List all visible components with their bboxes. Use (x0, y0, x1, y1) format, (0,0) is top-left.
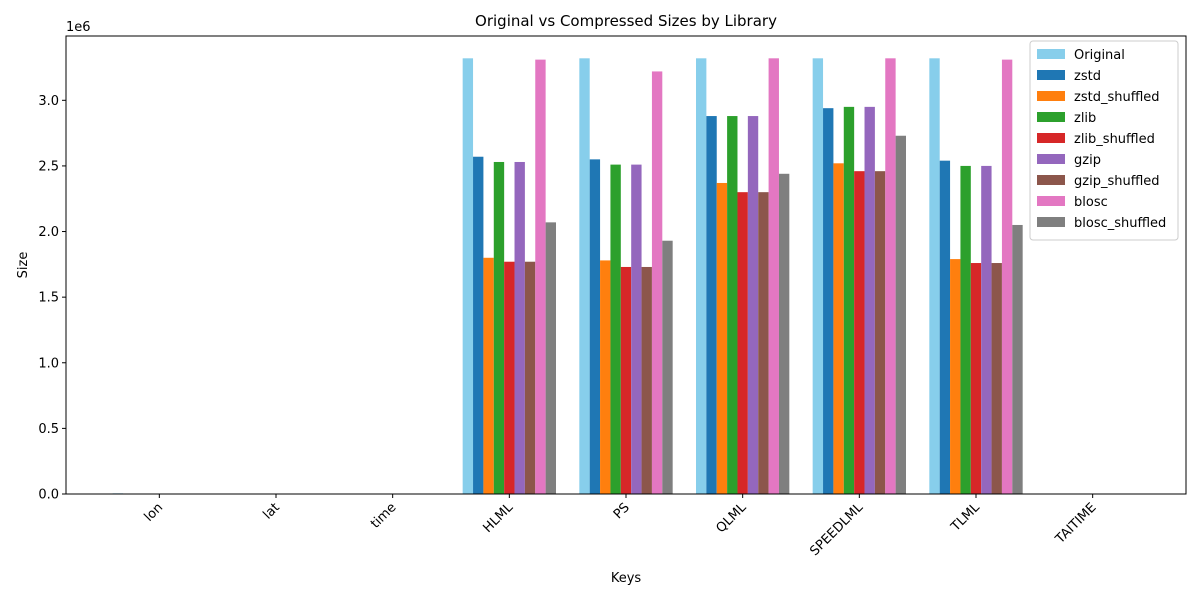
bar-zstd_shuffled-SPEEDLML (833, 163, 844, 495)
legend-swatch-zstd (1037, 70, 1065, 80)
bar-blosc_shuffled-TLML (1012, 224, 1023, 494)
y-tick-label: 0.5 (38, 422, 59, 437)
x-tick-label: lon (142, 500, 167, 525)
y-offset-label: 1e6 (66, 20, 91, 35)
legend-swatch-blosc (1037, 196, 1065, 206)
bar-Original-TLML (929, 58, 940, 495)
bar-gzip-SPEEDLML (864, 106, 875, 495)
legend-label: zlib (1074, 111, 1096, 126)
bar-blosc-SPEEDLML (885, 58, 896, 495)
bar-zstd_shuffled-QLML (716, 182, 728, 495)
bars-group (112, 58, 1023, 495)
legend-swatch-zstd_shuffled (1037, 91, 1065, 101)
legend-label: zlib_shuffled (1074, 132, 1155, 147)
legend-swatch-blosc_shuffled (1037, 217, 1065, 227)
x-tick-label: SPEEDLML (807, 500, 866, 559)
bar-zstd-PS (589, 159, 601, 495)
x-axis: lon lat time HLML PS QLML SPEEDLML TLML TAITIME (142, 494, 1099, 559)
legend-swatch-gzip (1037, 154, 1065, 164)
legend-label: zstd_shuffled (1074, 90, 1160, 105)
y-tick-label: 2.5 (38, 159, 59, 174)
bar-blosc-PS (651, 71, 663, 495)
y-axis-label: Size (16, 252, 31, 279)
legend-label: blosc (1074, 195, 1108, 210)
bar-zlib_shuffled-PS (620, 266, 632, 494)
bar-zlib-QLML (727, 116, 738, 495)
bar-blosc_shuffled-PS (662, 240, 673, 494)
bar-gzip_shuffled-TLML (991, 263, 1002, 494)
y-tick-label: 0.0 (38, 488, 59, 503)
bar-gzip-QLML (747, 116, 759, 495)
bar-blosc-HLML (535, 59, 546, 495)
bar-zstd-TLML (939, 160, 951, 495)
bar-zstd-QLML (706, 116, 717, 495)
y-axis: 0.0 0.5 1.0 1.5 2.0 2.5 3.0 (38, 94, 66, 503)
x-tick-label: TLML (948, 500, 984, 536)
bar-zlib_shuffled-QLML (737, 192, 748, 495)
y-tick-label: 1.5 (38, 291, 59, 306)
x-axis-label: Keys (611, 571, 642, 586)
bar-zlib-HLML (493, 161, 505, 495)
legend-swatch-Original (1037, 49, 1065, 59)
legend-label: zstd (1074, 69, 1101, 84)
x-tick-label: lat (260, 500, 282, 522)
bar-zstd_shuffled-TLML (950, 259, 961, 494)
bar-zlib_shuffled-TLML (970, 263, 982, 494)
bar-gzip-HLML (514, 161, 525, 495)
bar-gzip_shuffled-SPEEDLML (874, 171, 886, 495)
x-tick-label: QLML (713, 500, 750, 537)
bar-gzip-TLML (981, 165, 992, 495)
bar-blosc-TLML (1001, 59, 1013, 495)
bar-zlib-SPEEDLML (843, 106, 855, 495)
bar-zlib-TLML (960, 165, 971, 495)
y-tick-label: 1.0 (38, 356, 59, 371)
x-tick-label: HLML (480, 500, 516, 536)
bar-zlib_shuffled-SPEEDLML (854, 171, 865, 495)
bar-gzip-PS (631, 164, 642, 495)
bar-blosc_shuffled-SPEEDLML (895, 135, 906, 495)
bar-blosc_shuffled-QLML (778, 173, 790, 495)
bar-Original-HLML (462, 58, 474, 495)
legend-frame (1029, 40, 1179, 241)
bar-Original-PS (579, 58, 590, 495)
bar-zstd-HLML (473, 156, 484, 495)
y-tick-label: 2.0 (38, 225, 59, 240)
bar-blosc_shuffled-HLML (545, 222, 556, 494)
bar-zlib-PS (610, 164, 621, 495)
bar-zstd_shuffled-HLML (483, 257, 494, 494)
legend-label: blosc_shuffled (1074, 216, 1166, 231)
legend-label: gzip_shuffled (1074, 174, 1160, 189)
bar-gzip_shuffled-PS (641, 266, 652, 494)
bar-blosc-QLML (768, 58, 779, 495)
x-tick-label: time (368, 500, 399, 531)
bar-zlib_shuffled-HLML (504, 261, 515, 494)
x-tick-label: TAITIME (1052, 500, 1099, 547)
bar-gzip_shuffled-HLML (524, 261, 536, 494)
x-tick-label: PS (611, 500, 633, 522)
bar-zstd-SPEEDLML (823, 108, 834, 495)
bar-Original-SPEEDLML (812, 58, 824, 495)
chart-title: Original vs Compressed Sizes by Library (475, 12, 777, 30)
y-tick-label: 3.0 (38, 94, 59, 109)
bar-gzip_shuffled-QLML (758, 192, 769, 495)
legend-swatch-gzip_shuffled (1037, 175, 1065, 185)
legend-swatch-zlib_shuffled (1037, 133, 1065, 143)
bar-zstd_shuffled-PS (600, 260, 611, 494)
legend-swatch-zlib (1037, 112, 1065, 122)
legend-label: gzip (1074, 153, 1101, 168)
legend-label: Original (1074, 48, 1125, 63)
bar-Original-QLML (696, 58, 707, 495)
